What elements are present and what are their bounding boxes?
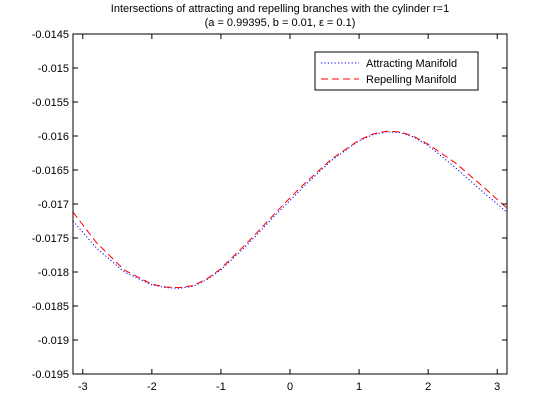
series-line-2 xyxy=(72,130,508,289)
x-tick-label: 0 xyxy=(287,381,293,393)
x-tick-label: 2 xyxy=(425,381,431,393)
y-tick-label: -0.0165 xyxy=(32,165,69,177)
y-tick-label: -0.0155 xyxy=(32,97,69,109)
legend: Attracting Manifold Repelling Manifold xyxy=(314,51,479,91)
y-tick-label: -0.017 xyxy=(38,199,69,211)
y-tick-label: -0.015 xyxy=(38,63,69,75)
series-line-1 xyxy=(72,131,508,289)
y-tick-label: -0.0145 xyxy=(32,29,69,41)
chart-subtitle: (a = 0.99395, b = 0.01, ε = 0.1) xyxy=(204,17,356,29)
legend-label-1: Attracting Manifold xyxy=(366,58,457,70)
x-tick-label: -2 xyxy=(147,381,157,393)
legend-box xyxy=(314,51,479,91)
y-tick-label: -0.018 xyxy=(38,267,69,279)
x-tick-label: -3 xyxy=(78,381,88,393)
y-tick-label: -0.0195 xyxy=(32,369,69,381)
chart-title: Intersections of attracting and repellin… xyxy=(110,3,450,15)
series-layer xyxy=(72,130,508,289)
y-tick-label: -0.019 xyxy=(38,335,69,347)
x-tick-label: 1 xyxy=(356,381,362,393)
x-tick-label: 3 xyxy=(494,381,500,393)
y-tick-label: -0.016 xyxy=(38,131,69,143)
x-tick-label: -1 xyxy=(216,381,226,393)
ticks-layer: -3 -2 -1 0 1 2 3 -0.0145 -0.015 -0.0155 -0.016 -0.0… xyxy=(32,29,507,393)
y-tick-label: -0.0185 xyxy=(32,301,69,313)
y-tick-label: -0.0175 xyxy=(32,233,69,245)
legend-label-2: Repelling Manifold xyxy=(366,74,457,86)
